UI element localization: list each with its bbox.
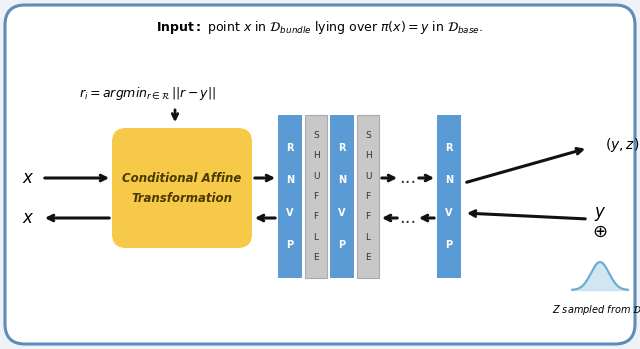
Bar	[278, 115, 302, 278]
Text: P: P	[445, 240, 452, 250]
Text: F: F	[365, 213, 371, 221]
Text: P: P	[287, 240, 294, 250]
Text: N: N	[286, 175, 294, 185]
Text: $y$: $y$	[594, 205, 606, 223]
Text: Conditional Affine: Conditional Affine	[122, 172, 242, 186]
Text: P: P	[339, 240, 346, 250]
Text: U: U	[365, 172, 371, 181]
Text: R: R	[339, 143, 346, 153]
Text: $(y, z)$: $(y, z)$	[605, 136, 639, 154]
Bar	[330, 115, 354, 278]
Text: R: R	[286, 143, 294, 153]
Text: $\mathbf{Input:}$ point $x$ in $\mathcal{D}_{bundle}$ lying over $\pi(x) = y$ in: $\mathbf{Input:}$ point $x$ in $\mathcal…	[157, 20, 483, 37]
Bar	[437, 115, 461, 278]
Text: V: V	[286, 208, 294, 218]
Text: E: E	[313, 253, 319, 262]
Text: V: V	[339, 208, 346, 218]
Text: Transformation: Transformation	[131, 192, 232, 205]
Text: $\oplus$: $\oplus$	[592, 223, 608, 241]
Text: L: L	[365, 233, 371, 242]
Text: V: V	[445, 208, 452, 218]
Text: ...: ...	[399, 209, 417, 227]
Text: $x$: $x$	[22, 209, 34, 227]
Text: F: F	[314, 192, 319, 201]
Text: $x$: $x$	[22, 169, 34, 187]
Text: E: E	[365, 253, 371, 262]
FancyBboxPatch shape	[112, 128, 252, 248]
Bar	[357, 115, 379, 278]
Text: F: F	[365, 192, 371, 201]
Text: N: N	[445, 175, 453, 185]
Text: $Z$ sampled from $\mathcal{D}_Z$: $Z$ sampled from $\mathcal{D}_Z$	[552, 303, 640, 317]
Text: N: N	[338, 175, 346, 185]
Text: H: H	[312, 151, 319, 160]
Text: U: U	[313, 172, 319, 181]
Text: R: R	[445, 143, 452, 153]
Text: L: L	[314, 233, 319, 242]
Text: S: S	[365, 131, 371, 140]
Text: S: S	[313, 131, 319, 140]
Text: ...: ...	[399, 169, 417, 187]
FancyBboxPatch shape	[5, 5, 635, 344]
Text: $r_i = argmin_{r\in\mathcal{R}}\,||r - y||$: $r_i = argmin_{r\in\mathcal{R}}\,||r - y…	[79, 84, 216, 102]
Bar	[305, 115, 327, 278]
Text: F: F	[314, 213, 319, 221]
Text: H: H	[365, 151, 371, 160]
